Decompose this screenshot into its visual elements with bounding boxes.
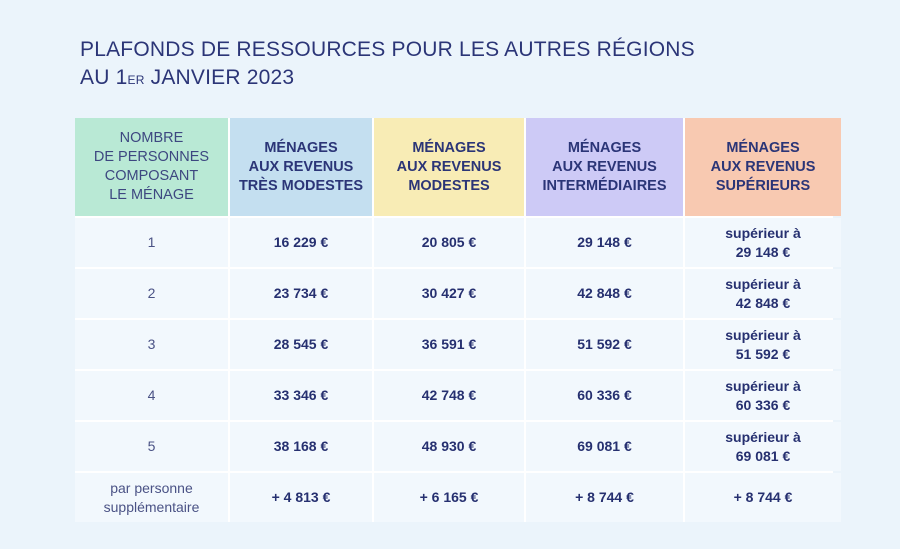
title-superscript: ER <box>127 73 145 87</box>
cell-very-modest: 33 346 € <box>230 371 372 420</box>
title-line-1: PLAFONDS DE RESSOURCES POUR LES AUTRES R… <box>80 38 695 61</box>
cell-superior: + 8 744 € <box>685 473 841 522</box>
cell-very-modest: + 4 813 € <box>230 473 372 522</box>
title-suffix: JANVIER 2023 <box>144 66 295 89</box>
cell-modest: + 6 165 € <box>374 473 524 522</box>
cell-intermediate: 29 148 € <box>526 218 683 267</box>
row-label: 3 <box>75 320 228 369</box>
cell-intermediate: 60 336 € <box>526 371 683 420</box>
row-label: 4 <box>75 371 228 420</box>
row-label: 5 <box>75 422 228 471</box>
cell-superior: supérieur à 29 148 € <box>685 218 841 267</box>
header-superior: MÉNAGES AUX REVENUS SUPÉRIEURS <box>685 118 841 216</box>
header-intermediate: MÉNAGES AUX REVENUS INTERMÉDIAIRES <box>526 118 683 216</box>
header-very-modest: MÉNAGES AUX REVENUS TRÈS MODESTES <box>230 118 372 216</box>
cell-superior: supérieur à 42 848 € <box>685 269 841 318</box>
title-prefix: AU 1 <box>80 66 128 89</box>
cell-superior: supérieur à 69 081 € <box>685 422 841 471</box>
cell-intermediate: + 8 744 € <box>526 473 683 522</box>
cell-intermediate: 51 592 € <box>526 320 683 369</box>
row-label: 1 <box>75 218 228 267</box>
cell-very-modest: 28 545 € <box>230 320 372 369</box>
cell-superior: supérieur à 60 336 € <box>685 371 841 420</box>
income-ceiling-table: NOMBRE DE PERSONNES COMPOSANT LE MÉNAGE M… <box>75 118 841 522</box>
cell-intermediate: 42 848 € <box>526 269 683 318</box>
header-household-size: NOMBRE DE PERSONNES COMPOSANT LE MÉNAGE <box>75 118 228 216</box>
cell-very-modest: 38 168 € <box>230 422 372 471</box>
cell-modest: 48 930 € <box>374 422 524 471</box>
header-modest: MÉNAGES AUX REVENUS MODESTES <box>374 118 524 216</box>
cell-very-modest: 16 229 € <box>230 218 372 267</box>
row-label: par personne supplémentaire <box>75 473 228 522</box>
cell-superior: supérieur à 51 592 € <box>685 320 841 369</box>
cell-modest: 20 805 € <box>374 218 524 267</box>
cell-intermediate: 69 081 € <box>526 422 683 471</box>
row-label: 2 <box>75 269 228 318</box>
title-line-2: AU 1ER JANVIER 2023 <box>80 64 695 92</box>
cell-modest: 42 748 € <box>374 371 524 420</box>
cell-modest: 30 427 € <box>374 269 524 318</box>
cell-very-modest: 23 734 € <box>230 269 372 318</box>
page-title: PLAFONDS DE RESSOURCES POUR LES AUTRES R… <box>80 36 695 92</box>
cell-modest: 36 591 € <box>374 320 524 369</box>
